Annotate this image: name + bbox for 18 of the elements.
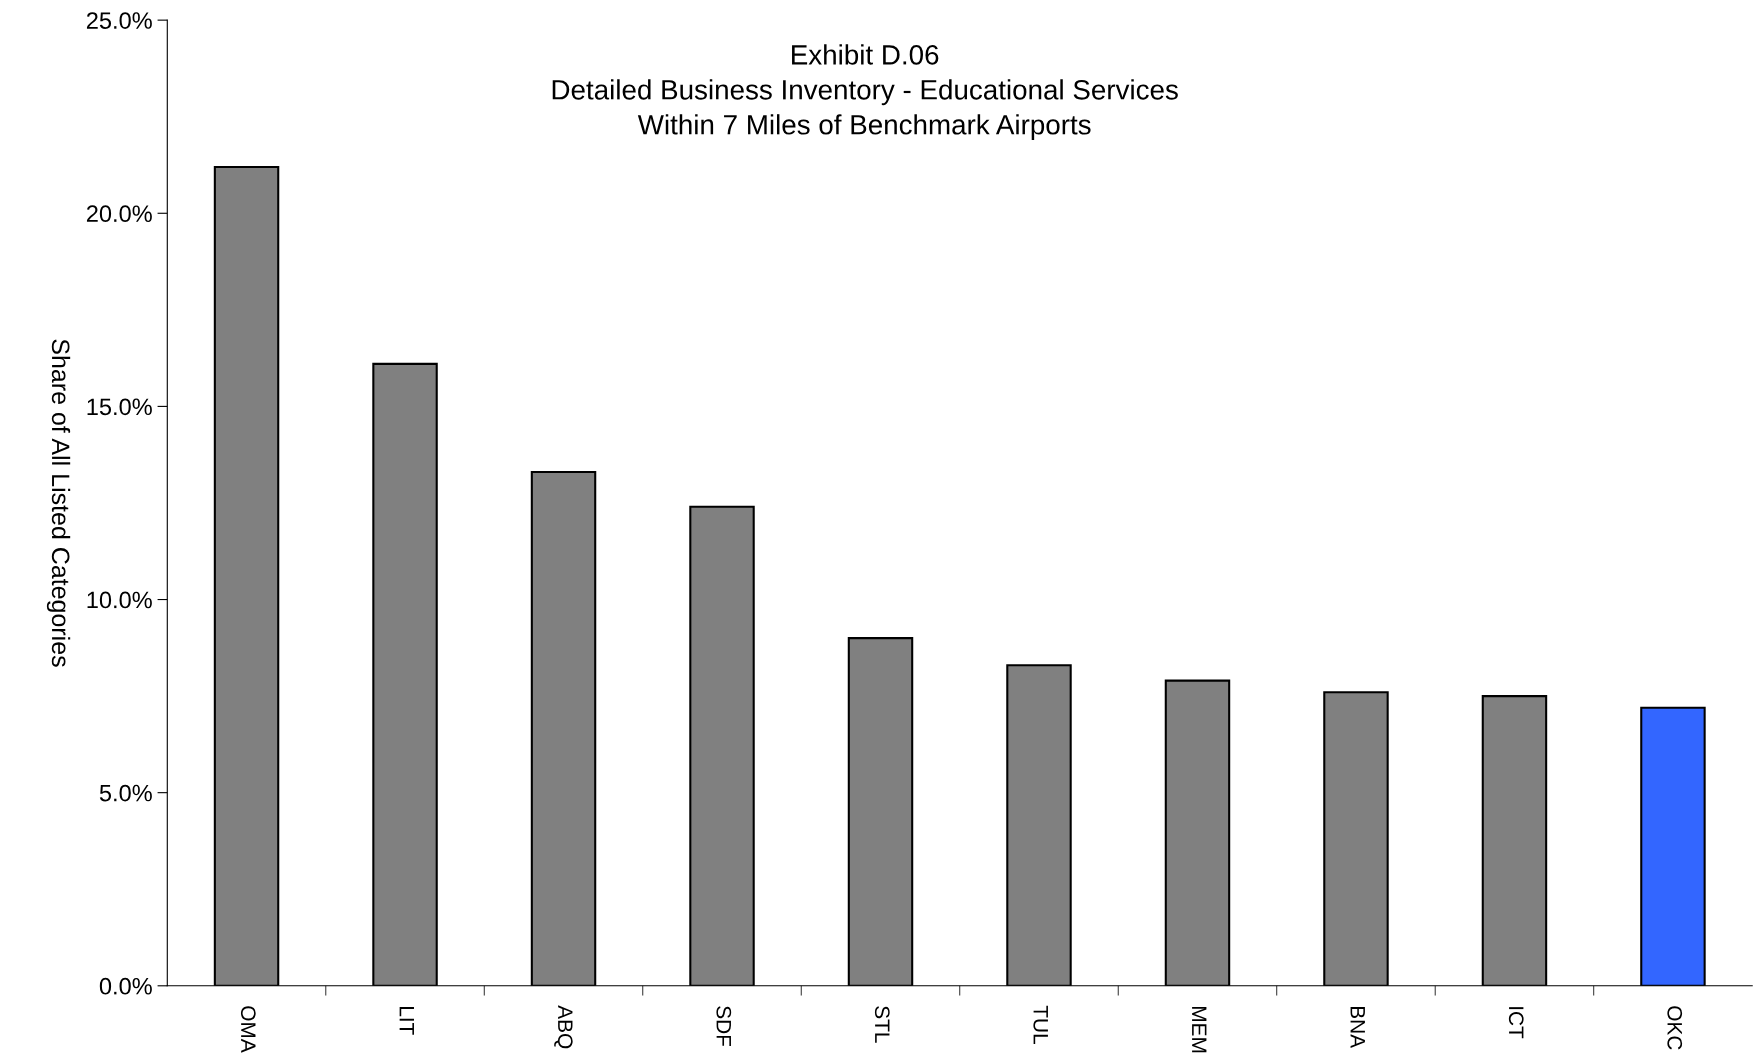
y-tick-label: 15.0% bbox=[87, 398, 152, 416]
y-tick-label: 0.0% bbox=[99, 977, 152, 995]
x-tick-label: OMA bbox=[240, 1006, 256, 1053]
y-tick-label: 20.0% bbox=[86, 205, 152, 223]
x-tick-label: ABQ bbox=[554, 1005, 573, 1049]
x-tick-label: OKC bbox=[1667, 1006, 1683, 1050]
x-tick-label: ICT bbox=[1508, 1007, 1524, 1039]
y-tick-label: 10.0% bbox=[87, 591, 152, 609]
x-tick-label: TUL bbox=[1033, 1005, 1048, 1044]
x-tick-label: BNA bbox=[1350, 1006, 1365, 1049]
x-tick-label: SDF bbox=[716, 1006, 732, 1047]
x-tick-label: STL bbox=[874, 1006, 890, 1043]
y-tick-label: 5.0% bbox=[99, 784, 152, 802]
y-tick-label: 25.0% bbox=[86, 12, 152, 29]
x-tick-label: MEM bbox=[1192, 1006, 1207, 1053]
x-tick-label: LIT bbox=[399, 1006, 414, 1035]
y-axis-title: Share of All Listed Categories bbox=[46, 339, 71, 667]
text: Exhibit D.06 Detailed Business Inventory - Educational Services Within 7 Miles of Benchmark Airports bbox=[552, 44, 1178, 141]
